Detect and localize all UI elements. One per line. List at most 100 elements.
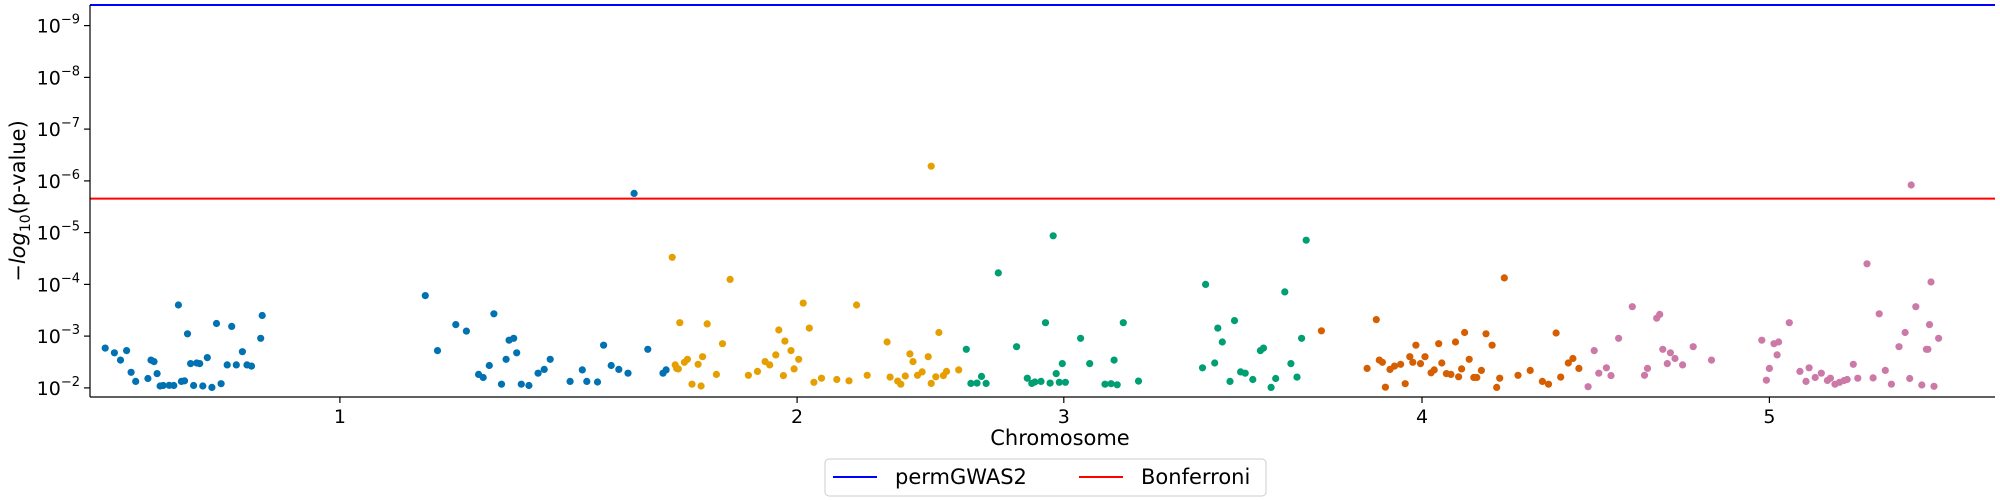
data-point-chr1-6 xyxy=(144,374,152,383)
x-axis-label: Chromosome xyxy=(990,426,1129,450)
y-axis-label-suffix: (p-value) xyxy=(6,120,30,214)
data-point-chr2-24 xyxy=(790,365,798,373)
data-point-chr2-29 xyxy=(817,374,826,382)
data-point-chr5-24 xyxy=(1785,319,1793,327)
data-point-chr2-21 xyxy=(779,372,788,380)
data-point-chr3-1 xyxy=(967,379,975,387)
data-point-chr2-15 xyxy=(744,371,753,379)
data-point-chr3-23 xyxy=(1113,381,1121,389)
data-point-chr4-34 xyxy=(1514,371,1522,379)
data-point-chr1-28 xyxy=(228,322,236,330)
data-point-chr4-25 xyxy=(1465,355,1473,363)
data-point-chr5-47 xyxy=(1918,381,1926,389)
data-point-chr5-1 xyxy=(1590,347,1598,355)
data-point-chr2-38 xyxy=(901,372,909,380)
data-point-chr3-27 xyxy=(1202,280,1210,288)
data-point-chr1-53 xyxy=(566,377,574,385)
data-point-chr3-35 xyxy=(1249,375,1257,384)
data-point-chr4-12 xyxy=(1412,341,1420,349)
data-point-chr1-14 xyxy=(174,301,182,309)
data-point-chr3-21 xyxy=(1107,380,1115,388)
data-point-chr1-61 xyxy=(644,345,652,353)
data-point-chr5-5 xyxy=(1615,334,1623,342)
data-point-chr3-40 xyxy=(1281,288,1289,296)
data-point-chr4-40 xyxy=(1564,359,1572,367)
data-point-chr1-27 xyxy=(223,361,231,369)
y-tick-label-2: 10−7 xyxy=(37,116,80,141)
data-point-chr1-16 xyxy=(180,377,189,385)
data-point-chr2-31 xyxy=(845,377,853,385)
data-point-chr5-22 xyxy=(1773,351,1781,359)
x-ticks: 1 2 3 4 5 xyxy=(334,397,1775,428)
data-point-chr1-47 xyxy=(513,349,521,357)
data-point-chr2-37 xyxy=(897,380,905,388)
data-point-chr1-46 xyxy=(510,334,518,342)
data-point-chr1-8 xyxy=(150,358,158,366)
data-point-chr5-36 xyxy=(1849,360,1857,368)
data-point-chr5-43 xyxy=(1895,343,1903,351)
data-point-chr2-12 xyxy=(712,370,721,378)
data-point-chr1-37 xyxy=(452,321,460,329)
data-point-chr3-12 xyxy=(1046,379,1054,387)
data-point-chr2-22 xyxy=(781,337,789,345)
data-point-chr5-3 xyxy=(1602,364,1610,372)
data-point-chr3-18 xyxy=(1077,334,1085,342)
data-point-chr1-30 xyxy=(238,348,246,356)
x-tick-label-2: 3 xyxy=(1058,406,1070,428)
data-point-chr5-17 xyxy=(1707,356,1716,364)
data-point-chr3-29 xyxy=(1214,324,1222,332)
data-point-chr1-1 xyxy=(110,349,118,357)
data-point-chr3-9 xyxy=(1031,378,1039,386)
data-point-chr4-42 xyxy=(1575,364,1583,372)
data-point-chr3-26 xyxy=(1198,364,1207,372)
data-point-chr3-41 xyxy=(1287,360,1295,368)
data-point-chr4-5 xyxy=(1381,383,1389,391)
data-point-chr1-5 xyxy=(132,377,140,385)
data-point-chr3-4 xyxy=(982,379,990,387)
data-point-chr3-7 xyxy=(1023,374,1031,382)
data-point-chr4-17 xyxy=(1435,340,1443,348)
data-point-chr5-42 xyxy=(1887,380,1895,388)
data-point-chr5-37 xyxy=(1854,374,1862,382)
data-point-chr3-10 xyxy=(1037,377,1045,385)
data-point-chr2-20 xyxy=(775,326,783,334)
data-point-chr4-8 xyxy=(1397,360,1405,368)
y-axis-label: −log10(p-value) xyxy=(6,120,34,282)
data-point-chr1-36 xyxy=(433,347,442,355)
data-point-chr4-7 xyxy=(1390,362,1399,370)
data-point-chr1-50 xyxy=(534,369,542,377)
data-point-chr5-50 xyxy=(1925,321,1934,329)
data-point-chr2-50 xyxy=(927,162,935,170)
data-point-chr4-14 xyxy=(1421,353,1429,361)
y-axis-label-func: log xyxy=(6,232,30,264)
data-point-chr4-24 xyxy=(1461,328,1469,337)
data-point-chr4-16 xyxy=(1430,366,1438,374)
data-point-chr5-19 xyxy=(1762,376,1770,384)
data-point-chr5-6 xyxy=(1628,303,1636,311)
data-point-chr2-39 xyxy=(906,350,914,358)
data-point-chr3-30 xyxy=(1218,338,1226,346)
data-point-chr5-12 xyxy=(1663,360,1671,368)
data-point-chr1-9 xyxy=(153,370,161,378)
data-point-chr5-52 xyxy=(1930,382,1938,390)
data-point-chr1-55 xyxy=(583,377,591,385)
axes xyxy=(89,5,1995,398)
data-point-chr4-4 xyxy=(1378,358,1386,366)
data-point-chr5-46 xyxy=(1912,303,1920,311)
data-point-chr4-38 xyxy=(1552,329,1560,337)
data-point-chr5-0 xyxy=(1584,383,1592,391)
data-point-chr2-6 xyxy=(683,355,692,363)
data-point-chr5-35 xyxy=(1843,375,1851,384)
data-point-chr1-25 xyxy=(212,319,221,328)
data-point-chr4-13 xyxy=(1416,360,1425,368)
y-tick-label-1: 10−8 xyxy=(37,64,80,89)
data-point-chr2-14 xyxy=(726,275,734,283)
data-point-chr1-42 xyxy=(490,310,498,318)
data-point-chr1-41 xyxy=(485,361,493,370)
data-point-chr1-11 xyxy=(159,381,167,390)
data-point-chr4-9 xyxy=(1401,380,1409,388)
data-point-chr1-43 xyxy=(497,380,506,388)
legend-frame xyxy=(824,458,1267,497)
data-point-chr4-1 xyxy=(1363,364,1371,372)
data-point-chr2-16 xyxy=(753,367,762,375)
